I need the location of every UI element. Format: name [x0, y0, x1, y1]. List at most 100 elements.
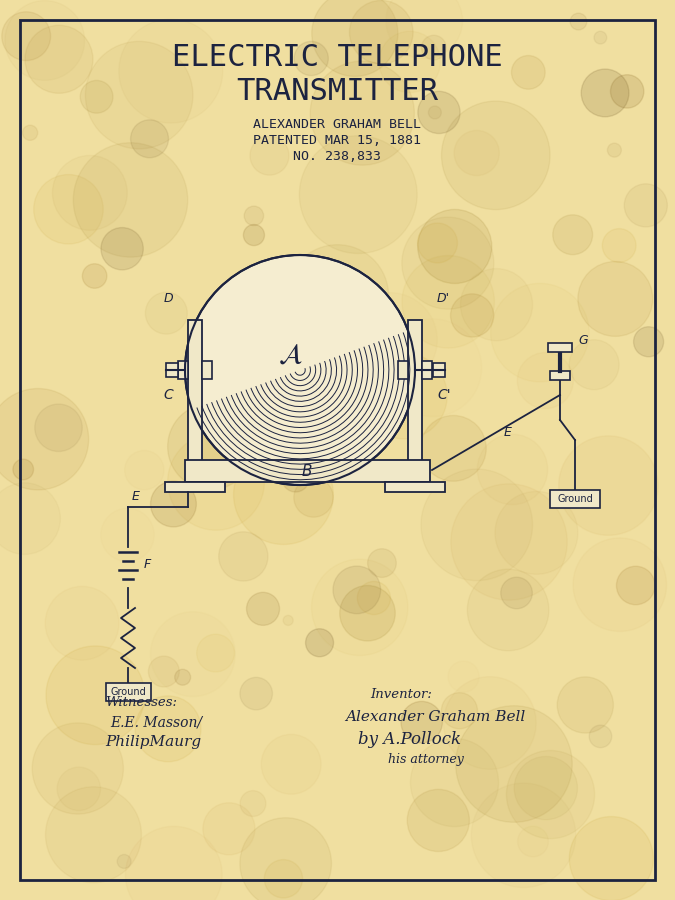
- Circle shape: [429, 106, 441, 119]
- Circle shape: [634, 327, 664, 356]
- Circle shape: [299, 136, 417, 254]
- Circle shape: [573, 538, 666, 632]
- Circle shape: [557, 677, 614, 733]
- Circle shape: [401, 701, 442, 742]
- Circle shape: [101, 228, 143, 270]
- Circle shape: [477, 435, 547, 505]
- Bar: [188, 320, 202, 470]
- Circle shape: [421, 35, 446, 60]
- Text: Witnesses:: Witnesses:: [105, 696, 177, 708]
- Circle shape: [269, 441, 280, 453]
- Bar: [165, 482, 225, 492]
- Circle shape: [219, 532, 268, 581]
- Circle shape: [454, 130, 500, 176]
- Circle shape: [501, 577, 533, 608]
- Text: NO. 238,833: NO. 238,833: [293, 150, 381, 164]
- Circle shape: [250, 136, 289, 176]
- Text: ALEXANDER GRAHAM BELL: ALEXANDER GRAHAM BELL: [253, 119, 421, 131]
- Circle shape: [407, 789, 469, 851]
- Circle shape: [282, 464, 309, 492]
- Circle shape: [145, 292, 187, 334]
- Bar: [433, 363, 445, 377]
- Bar: [385, 482, 445, 492]
- Text: his attorney: his attorney: [388, 753, 464, 767]
- Circle shape: [361, 353, 447, 439]
- Circle shape: [0, 389, 88, 490]
- Circle shape: [357, 581, 390, 615]
- Circle shape: [441, 693, 477, 729]
- Circle shape: [130, 120, 169, 158]
- Circle shape: [616, 566, 655, 605]
- Circle shape: [13, 459, 34, 480]
- Circle shape: [151, 482, 196, 526]
- Circle shape: [261, 734, 321, 794]
- Bar: [550, 490, 600, 508]
- Circle shape: [402, 217, 494, 310]
- Circle shape: [602, 229, 636, 263]
- Circle shape: [196, 634, 234, 672]
- Circle shape: [175, 670, 190, 685]
- Text: by A.Pollock: by A.Pollock: [358, 732, 461, 749]
- Circle shape: [45, 787, 142, 883]
- Circle shape: [135, 696, 201, 761]
- Text: Ground: Ground: [557, 494, 593, 504]
- Bar: [408, 320, 422, 470]
- Circle shape: [80, 80, 113, 113]
- Text: TRANSMITTER: TRANSMITTER: [236, 77, 438, 106]
- Circle shape: [244, 206, 264, 226]
- Circle shape: [578, 262, 653, 337]
- Circle shape: [506, 751, 595, 839]
- Circle shape: [294, 41, 328, 76]
- Circle shape: [569, 816, 653, 900]
- Circle shape: [190, 345, 242, 396]
- Circle shape: [240, 678, 273, 710]
- Text: C': C': [437, 388, 451, 402]
- Circle shape: [594, 32, 607, 44]
- Circle shape: [624, 184, 668, 227]
- Circle shape: [340, 586, 396, 641]
- Circle shape: [240, 818, 331, 900]
- Bar: [106, 683, 151, 701]
- Circle shape: [418, 223, 458, 263]
- Circle shape: [379, 32, 440, 93]
- Circle shape: [312, 0, 398, 76]
- Circle shape: [570, 14, 587, 30]
- Circle shape: [294, 478, 333, 518]
- Circle shape: [443, 677, 536, 770]
- Circle shape: [450, 293, 494, 338]
- Circle shape: [240, 790, 266, 816]
- Text: Alexander Graham Bell: Alexander Graham Bell: [345, 710, 525, 724]
- Circle shape: [260, 268, 349, 358]
- Circle shape: [148, 656, 180, 687]
- Text: PATENTED MAR 15, 1881: PATENTED MAR 15, 1881: [253, 134, 421, 148]
- Text: E.E. Masson/: E.E. Masson/: [110, 715, 202, 729]
- Circle shape: [45, 587, 119, 660]
- Bar: [550, 371, 570, 380]
- Text: E: E: [132, 491, 140, 503]
- Circle shape: [246, 592, 279, 626]
- Circle shape: [284, 616, 293, 625]
- Circle shape: [456, 706, 572, 823]
- Text: G: G: [578, 334, 588, 346]
- Circle shape: [22, 125, 38, 140]
- Circle shape: [244, 224, 265, 246]
- Circle shape: [74, 143, 188, 257]
- Circle shape: [386, 0, 462, 58]
- Circle shape: [512, 56, 545, 89]
- Text: D: D: [163, 292, 173, 305]
- Text: B: B: [302, 464, 313, 479]
- Circle shape: [418, 91, 460, 133]
- Circle shape: [517, 353, 573, 409]
- Circle shape: [35, 404, 82, 452]
- Circle shape: [418, 210, 492, 284]
- Circle shape: [343, 292, 437, 387]
- Text: Inventor:: Inventor:: [370, 688, 432, 701]
- Bar: [422, 361, 432, 379]
- Circle shape: [167, 434, 265, 530]
- Bar: [166, 363, 178, 377]
- Circle shape: [589, 725, 612, 748]
- Circle shape: [608, 143, 622, 157]
- Circle shape: [281, 392, 296, 408]
- Circle shape: [32, 723, 124, 814]
- Bar: [548, 343, 572, 352]
